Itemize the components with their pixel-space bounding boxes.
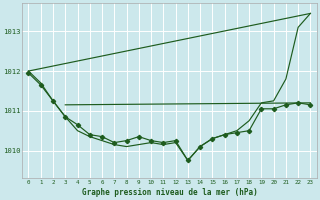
X-axis label: Graphe pression niveau de la mer (hPa): Graphe pression niveau de la mer (hPa): [82, 188, 257, 197]
